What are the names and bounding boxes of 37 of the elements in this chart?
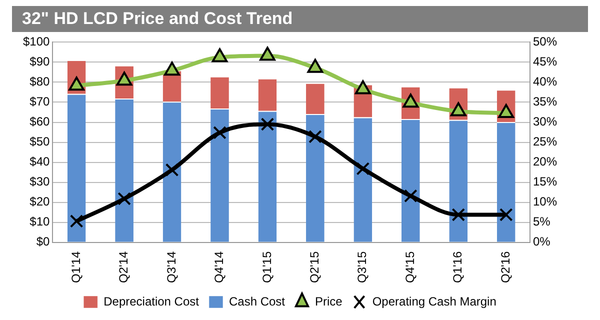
y-tick-label: $70 bbox=[30, 94, 50, 109]
y-tick-label: $90 bbox=[30, 54, 50, 69]
y2-tick-label: 25% bbox=[532, 134, 558, 149]
y-tick-label: $80 bbox=[30, 74, 50, 89]
y-tick-label: $100 bbox=[22, 34, 50, 49]
x-tick-label: Q2'14 bbox=[116, 251, 131, 284]
x-tick-label: Q3'14 bbox=[164, 251, 178, 284]
y-tick-label: $20 bbox=[30, 194, 50, 209]
y2-tick-label: 10% bbox=[532, 194, 558, 209]
x-tick-label: Q1'15 bbox=[260, 251, 274, 284]
legend-label: Operating Cash Margin bbox=[372, 294, 496, 308]
y-tick-label: $60 bbox=[30, 114, 50, 129]
y2-tick-label: 30% bbox=[532, 114, 558, 129]
x-tick-label: Q4'14 bbox=[212, 251, 226, 284]
y-tick-label: $40 bbox=[30, 154, 50, 169]
y2-tick-label: 20% bbox=[532, 154, 558, 169]
x-tick-label: Q4'15 bbox=[402, 251, 417, 284]
y2-tick-label: 40% bbox=[532, 74, 558, 89]
x-tick-label: Q1'14 bbox=[68, 251, 83, 284]
y-tick-label: $50 bbox=[30, 134, 50, 149]
x-tick-label: Q3'15 bbox=[355, 251, 370, 284]
y2-tick-label: 45% bbox=[532, 54, 558, 69]
legend-label: Depreciation Cost bbox=[104, 294, 200, 308]
y-tick-label: $30 bbox=[30, 174, 50, 189]
chart-title: 32" HD LCD Price and Cost Trend bbox=[12, 6, 588, 32]
y-tick-label: $10 bbox=[30, 214, 50, 229]
y2-tick-label: 0% bbox=[532, 234, 551, 249]
y2-tick-label: 50% bbox=[532, 34, 558, 49]
x-tick-label: Q2'15 bbox=[308, 251, 322, 284]
y2-tick-label: 5% bbox=[532, 214, 551, 229]
x-tick-label: Q1'16 bbox=[450, 251, 465, 284]
x-tick-label: Q2'16 bbox=[498, 251, 512, 284]
y-tick-label: $0 bbox=[36, 234, 50, 249]
legend-label: Price bbox=[315, 294, 343, 308]
y2-tick-label: 35% bbox=[532, 94, 558, 109]
legend-label: Cash Cost bbox=[228, 294, 286, 308]
y2-tick-label: 15% bbox=[532, 174, 558, 189]
